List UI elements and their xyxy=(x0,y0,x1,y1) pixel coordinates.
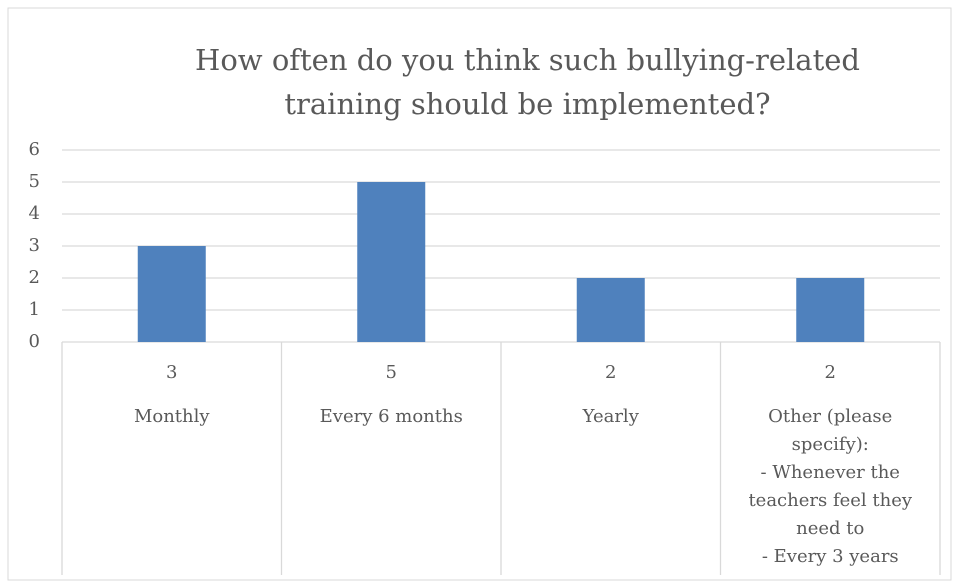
y-tick-label: 3 xyxy=(29,235,40,256)
chart-title: How often do you think such bullying-rel… xyxy=(195,43,860,121)
y-tick-label: 5 xyxy=(29,171,40,192)
y-tick-label: 0 xyxy=(29,331,40,352)
table-value: 2 xyxy=(825,362,836,383)
bar xyxy=(137,246,206,342)
bar xyxy=(357,182,426,342)
table-value: 3 xyxy=(166,362,177,383)
bar xyxy=(576,278,645,342)
category-label: Yearly xyxy=(582,406,639,427)
table-value: 5 xyxy=(386,362,397,383)
y-tick-label: 4 xyxy=(29,203,40,224)
y-tick-label: 1 xyxy=(29,299,40,320)
y-tick-label: 6 xyxy=(29,139,40,160)
bar xyxy=(796,278,865,342)
category-label: Other (please specify): - Whenever the t… xyxy=(748,406,913,567)
table-value: 2 xyxy=(605,362,616,383)
category-label: Monthly xyxy=(133,406,210,427)
y-tick-label: 2 xyxy=(29,267,40,288)
category-label: Every 6 months xyxy=(319,406,463,427)
